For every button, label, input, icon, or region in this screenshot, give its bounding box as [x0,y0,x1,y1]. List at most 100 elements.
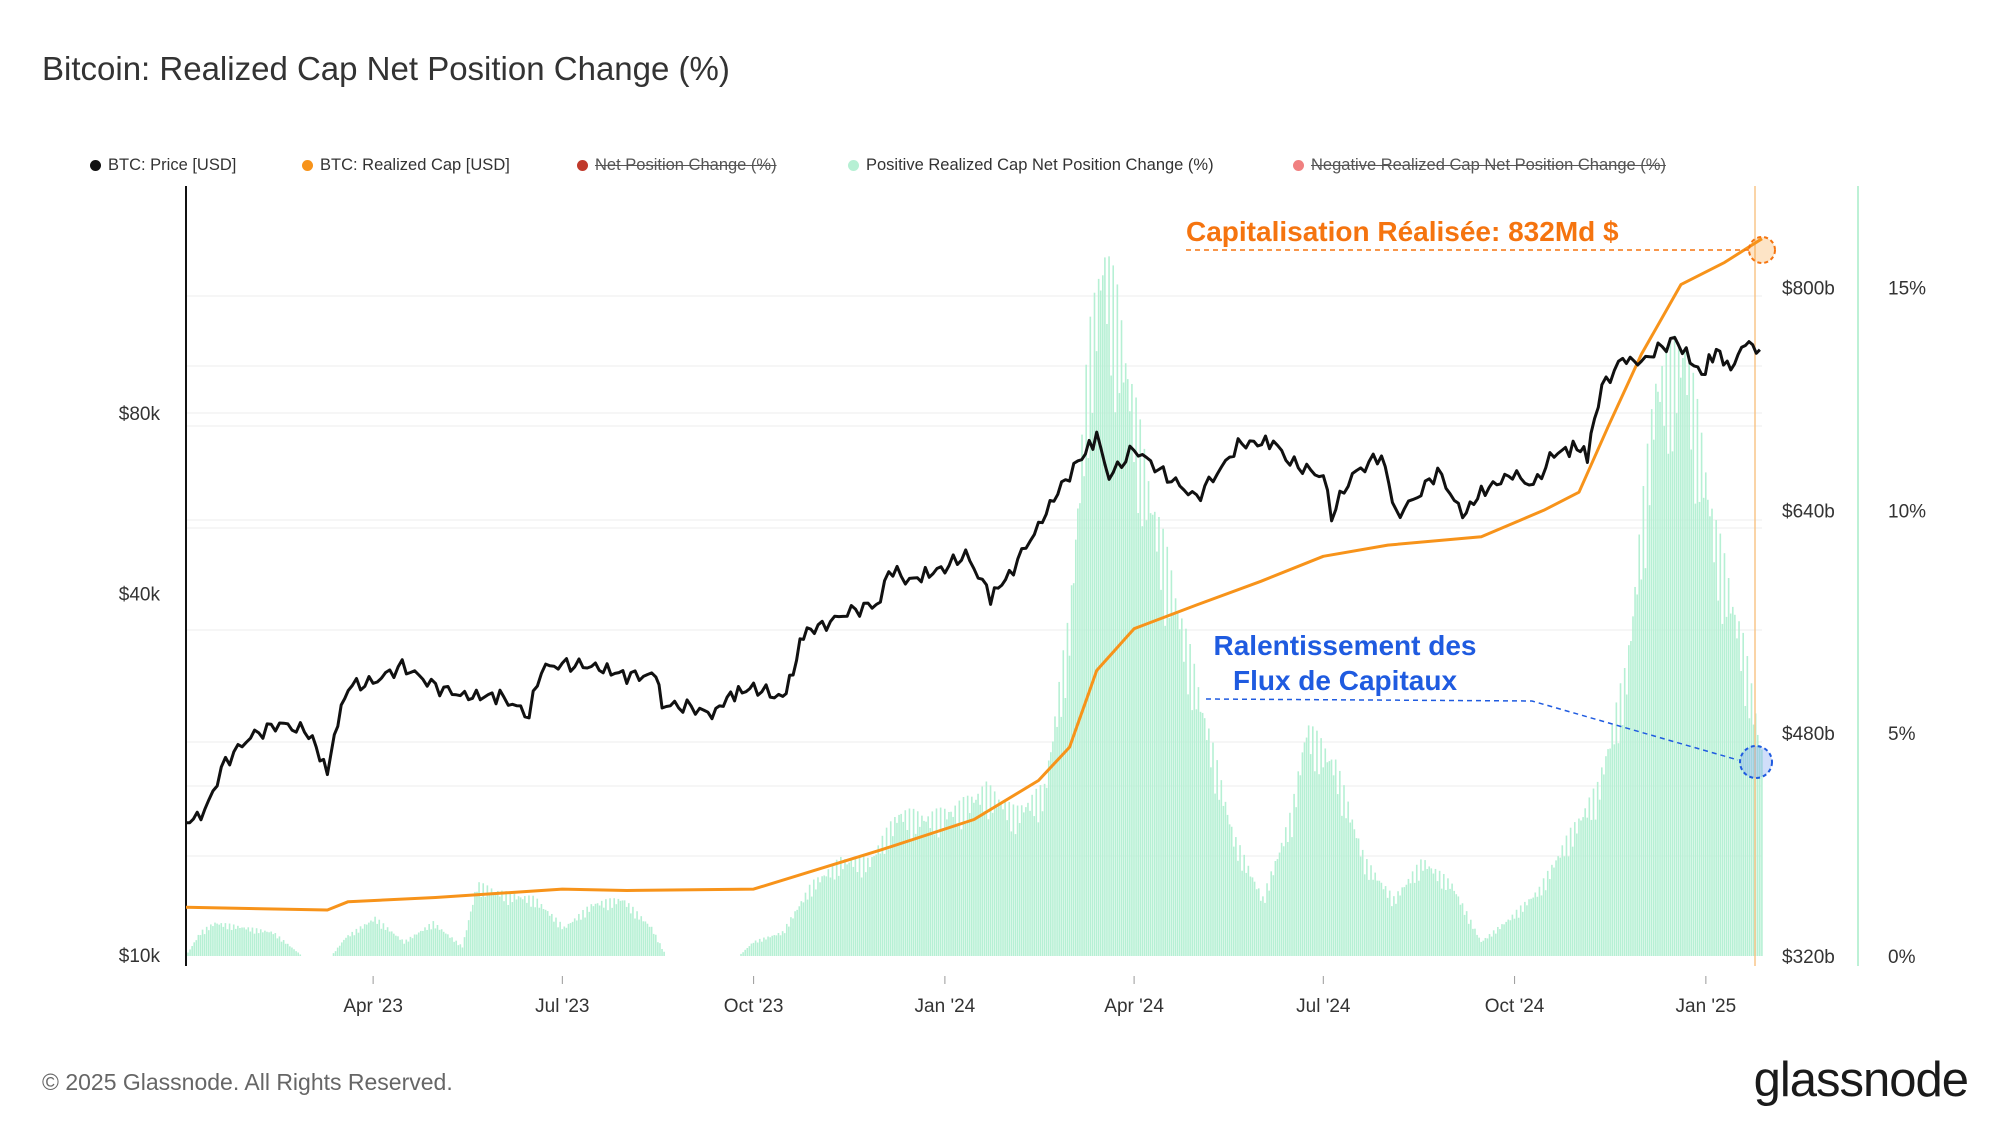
positive-change-bar [1388,890,1391,956]
legend-item-realized-cap[interactable]: BTC: Realized Cap [USD] [302,156,510,175]
positive-change-bar [1193,663,1196,956]
positive-change-bar [979,804,981,956]
positive-change-bar [1625,694,1628,956]
positive-change-bar [1116,284,1119,956]
legend-item-negative-change[interactable]: Negative Realized Cap Net Position Chang… [1293,156,1666,175]
positive-change-bar [544,909,547,956]
positive-change-bar [243,927,245,956]
positive-change-bar [966,795,969,956]
positive-change-bar [1303,742,1306,956]
positive-change-bar [268,932,270,956]
positive-change-bar [1734,614,1736,956]
positive-change-bar [1270,871,1273,956]
positive-change-bar [420,930,422,956]
positive-change-bar [1272,875,1275,956]
positive-change-bar [1474,928,1476,956]
positive-change-bar [765,939,767,956]
positive-change-bar [1241,870,1243,956]
positive-change-bar [916,811,919,956]
positive-change-bar [1104,257,1106,956]
positive-change-bar [370,920,372,956]
positive-change-bar [779,935,782,956]
positive-change-bar [1605,756,1607,956]
positive-change-bar [817,877,819,956]
positive-change-bar [1642,486,1645,956]
positive-change-bar [1709,516,1711,956]
positive-change-bar [1391,906,1393,956]
positive-change-bar [661,948,663,956]
positive-change-bar [1245,872,1248,956]
positive-change-bar [228,923,231,956]
positive-change-bar [297,952,299,956]
positive-change-bar [413,934,416,956]
positive-change-bar [214,922,216,956]
positive-change-bar [650,926,653,956]
positive-change-bar [1016,805,1019,956]
positive-change-bar [488,894,491,956]
positive-change-bar [1012,804,1015,956]
positive-change-bar [1657,391,1659,956]
positive-change-bar [222,926,225,956]
positive-change-bar [1748,718,1751,956]
positive-change-bar [808,884,811,956]
positive-change-bar [654,934,657,956]
positive-change-bar [827,869,830,956]
legend-item-net-position-change[interactable]: Net Position Change (%) [577,156,777,175]
positive-change-bar [1110,375,1112,956]
positive-change-bar [1025,807,1027,956]
positive-change-bar [1596,781,1599,956]
positive-change-bar [482,883,485,956]
positive-change-bar [1309,754,1312,956]
legend-dot-icon [1293,160,1304,171]
positive-change-bar [619,900,622,956]
positive-change-bar [615,904,618,956]
positive-change-bar [1488,934,1491,956]
positive-change-bar [1039,785,1042,956]
positive-change-bar [501,890,503,956]
positive-change-bar [941,828,944,956]
positive-change-bar [929,828,932,956]
positive-change-bar [1347,801,1349,956]
positive-change-bar [1312,726,1314,956]
positive-change-bar [1582,817,1584,956]
positive-change-bar [848,862,850,956]
positive-change-bar [259,929,262,956]
legend-item-positive-change[interactable]: Positive Realized Cap Net Position Chang… [848,156,1214,175]
positive-change-bar [1243,854,1245,956]
positive-change-bar [1062,650,1065,956]
positive-change-bar [1386,897,1389,956]
positive-change-bar [1742,632,1744,956]
positive-change-bar [417,932,420,956]
positive-change-bar [1060,716,1063,956]
legend-item-btc-price[interactable]: BTC: Price [USD] [90,156,236,175]
positive-change-bar [1251,877,1254,956]
positive-change-bar [361,928,364,956]
positive-change-bar [474,891,476,956]
positive-change-bar [883,853,886,956]
positive-change-bar [536,898,539,956]
positive-change-bar [1744,705,1747,956]
positive-change-bar [939,807,942,956]
positive-change-bar [1725,616,1728,956]
positive-change-bar [1257,888,1260,956]
positive-change-bar [580,919,582,956]
positive-change-bar [625,906,628,956]
positive-change-bar [403,943,406,956]
positive-change-bar [382,923,385,956]
positive-change-bar [962,797,965,956]
positive-change-bar [1141,526,1144,956]
positive-change-bar [189,949,191,956]
positive-change-bar [372,921,374,956]
positive-change-bar [925,821,927,956]
positive-change-bar [1723,553,1726,956]
legend-label: Net Position Change (%) [595,156,777,174]
positive-change-bar [821,876,823,956]
positive-change-bar [1124,363,1127,956]
positive-change-bar [1345,818,1347,956]
positive-change-bar [792,918,794,956]
positive-change-bar [1029,810,1031,956]
positive-change-bar [960,829,963,956]
positive-change-bar [813,879,815,956]
positive-change-bar [1349,822,1352,956]
positive-change-bar [1422,870,1424,956]
